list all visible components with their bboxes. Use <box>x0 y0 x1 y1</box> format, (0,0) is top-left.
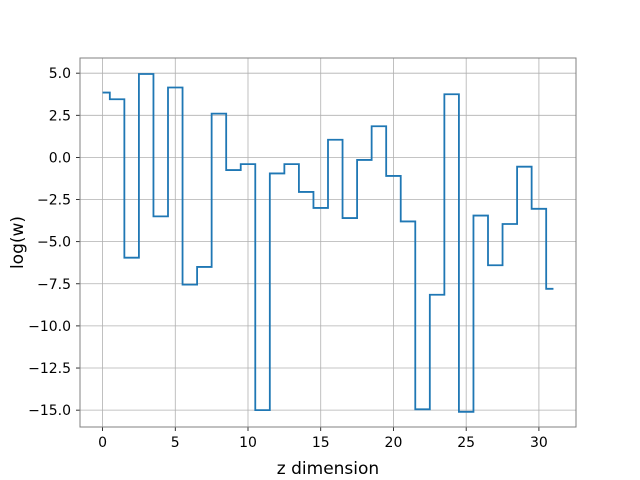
ticks: 0 5 10 15 20 25 30 5.0 2.5 0.0 −2.5 −5.0 −7.5 −10.0 −1… <box>28 66 548 451</box>
y-tick-label: −5.0 <box>37 235 71 251</box>
y-tick-label: −7.5 <box>37 277 71 293</box>
plot-frame <box>79 57 577 428</box>
series-line <box>102 73 554 413</box>
x-tick-label: 25 <box>457 435 475 451</box>
grid <box>80 58 576 427</box>
x-tick-label: 5 <box>171 435 180 451</box>
y-axis-label: log(w) <box>8 216 28 269</box>
x-tick-label: 0 <box>98 435 107 451</box>
y-tick-label: −15.0 <box>28 403 71 419</box>
x-axis-label: z dimension <box>277 459 379 479</box>
x-tick-label: 30 <box>530 435 548 451</box>
y-tick-label: 0.0 <box>49 150 71 166</box>
y-tick-label: −12.5 <box>28 361 71 377</box>
x-tick-label: 20 <box>385 435 403 451</box>
y-tick-label: −2.5 <box>37 193 71 209</box>
x-tick-label: 15 <box>312 435 330 451</box>
x-tick-label: 10 <box>239 435 257 451</box>
y-tick-label: 2.5 <box>49 108 71 124</box>
y-tick-label: −10.0 <box>28 319 71 335</box>
y-tick-label: 5.0 <box>49 66 71 82</box>
